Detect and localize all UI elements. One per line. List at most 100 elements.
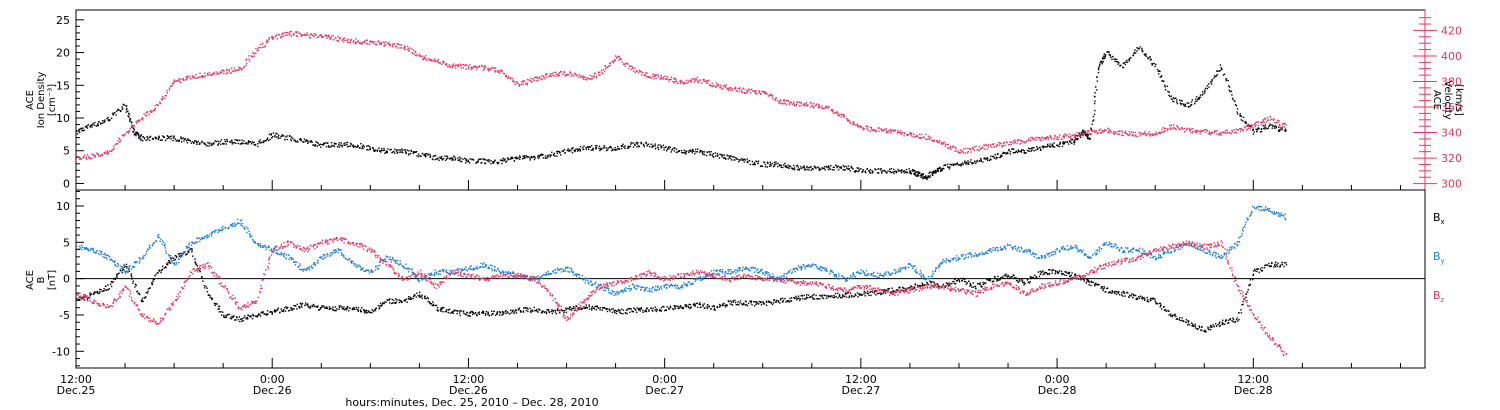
- velocity-series-point: [927, 135, 929, 137]
- density-series-point: [367, 145, 369, 147]
- density-series-point: [125, 109, 128, 111]
- density-series-point: [157, 137, 160, 139]
- bx-series-point: [1041, 271, 1043, 273]
- velocity-series-point: [1246, 129, 1248, 131]
- density-series-point: [142, 136, 144, 138]
- velocity-series-point: [467, 65, 469, 67]
- density-series-point: [648, 145, 651, 148]
- velocity-series-point: [1198, 130, 1201, 132]
- density-series-point: [322, 142, 325, 145]
- velocity-series-point: [632, 67, 634, 70]
- velocity-series-point: [1048, 138, 1050, 140]
- bx-series-point: [194, 262, 197, 264]
- velocity-series-point: [391, 45, 394, 47]
- density-series-point: [842, 164, 844, 167]
- bx-series-point: [121, 271, 123, 274]
- density-series-point: [1080, 132, 1082, 134]
- velocity-series-point: [328, 35, 330, 37]
- density-series-point: [1199, 94, 1202, 96]
- velocity-series-point: [1046, 136, 1049, 138]
- velocity-series-point: [1119, 130, 1121, 133]
- velocity-series-point: [986, 148, 988, 150]
- density-series-point: [79, 131, 81, 134]
- bx-series-point: [421, 297, 423, 299]
- density-series-point: [307, 139, 309, 142]
- velocity-series-point: [577, 76, 580, 79]
- velocity-series-point: [1028, 137, 1030, 140]
- velocity-series-point: [907, 134, 909, 136]
- bx-series-point: [1142, 297, 1144, 300]
- density-series-point: [1215, 75, 1218, 77]
- bx-series-point: [191, 247, 193, 250]
- density-series-point: [302, 141, 304, 143]
- bx-series-point: [998, 279, 1000, 281]
- density-series-point: [880, 169, 882, 171]
- velocity-series-point: [745, 89, 748, 91]
- bx-series-point: [304, 304, 306, 307]
- density-series-point: [915, 171, 917, 173]
- density-series-point: [1120, 64, 1122, 67]
- bx-series-point: [237, 319, 240, 321]
- density-series-point: [1103, 58, 1105, 60]
- bx-series-point: [918, 285, 920, 287]
- bx-series-point: [656, 309, 658, 311]
- velocity-series-point: [87, 155, 90, 158]
- bx-series-point: [231, 316, 234, 319]
- velocity-series-point: [972, 148, 974, 150]
- bx-series-point: [353, 308, 355, 310]
- bx-series-point: [1124, 295, 1126, 297]
- density-series-point: [563, 148, 566, 151]
- bx-series-point: [1054, 273, 1057, 275]
- density-series-point: [477, 158, 480, 161]
- velocity-series-point: [1138, 131, 1140, 134]
- density-series-point: [140, 135, 142, 137]
- density-series-point: [1179, 102, 1181, 104]
- density-series-point: [786, 166, 788, 168]
- bx-series-point: [682, 307, 685, 310]
- velocity-series-point: [1040, 137, 1042, 140]
- bx-series-point: [366, 312, 368, 314]
- density-series-point: [369, 147, 372, 150]
- velocity-series-point: [1063, 137, 1065, 139]
- density-series-point: [976, 161, 978, 163]
- bx-series-point: [800, 295, 802, 297]
- density-series-point: [607, 147, 609, 149]
- density-series-point: [1004, 152, 1006, 154]
- density-series-point: [264, 140, 266, 142]
- bx-series-point: [878, 292, 880, 295]
- density-series-point: [314, 145, 316, 147]
- bx-series-point: [1003, 277, 1005, 280]
- velocity-series-point: [851, 123, 854, 125]
- bx-series-point: [363, 310, 365, 312]
- density-series-point: [654, 143, 656, 145]
- velocity-series-point: [226, 68, 228, 71]
- velocity-series-point: [257, 47, 259, 50]
- bx-series-point: [379, 302, 382, 304]
- velocity-series-point: [201, 75, 204, 77]
- velocity-series-point: [1260, 121, 1263, 124]
- velocity-series-point: [990, 144, 992, 146]
- density-series-point: [804, 169, 806, 171]
- velocity-series-point: [599, 71, 601, 73]
- density-series-point: [357, 144, 359, 147]
- velocity-series-point: [510, 77, 512, 79]
- density-series-point: [775, 163, 777, 165]
- bx-series-point: [732, 300, 734, 302]
- velocity-series-point: [444, 64, 447, 66]
- bx-series-point: [630, 308, 632, 310]
- bx-series-point: [1065, 274, 1068, 277]
- bx-series-point: [1083, 278, 1085, 281]
- velocity-series-point: [614, 60, 616, 62]
- density-series-point: [847, 165, 850, 167]
- bx-series-point: [309, 307, 312, 309]
- density-series-point: [1274, 127, 1276, 129]
- bx-series-point: [637, 309, 640, 311]
- velocity-series-point: [89, 158, 92, 160]
- density-series-point: [872, 171, 874, 173]
- density-series-point: [937, 170, 940, 172]
- density-series-point: [133, 129, 135, 131]
- density-series-point: [975, 162, 977, 164]
- velocity-series-point: [1257, 121, 1260, 123]
- velocity-series-point: [363, 41, 366, 43]
- density-series-point: [557, 150, 559, 152]
